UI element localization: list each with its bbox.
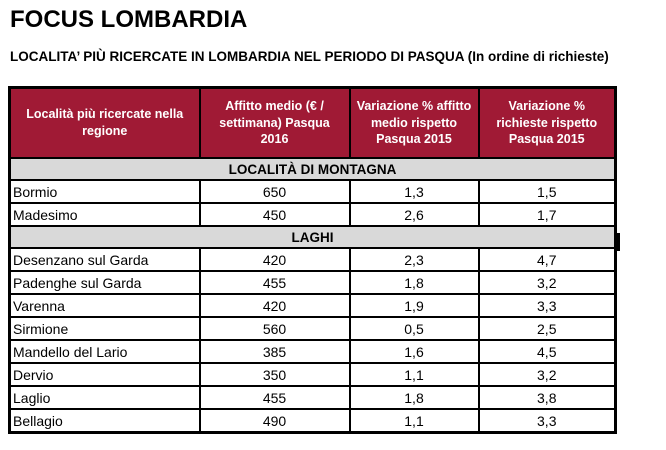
table-row: Mandello del Lario 385 1,6 4,5 [8,339,617,364]
table-row: Bormio 650 1,3 1,5 [8,179,617,204]
rent-change-cell: 1,6 [348,339,480,364]
request-change-cell: 3,2 [477,270,617,295]
rent-cell: 650 [198,179,351,204]
table-row: Padenghe sul Garda 455 1,8 3,2 [8,270,617,295]
request-change-cell: 4,5 [477,339,617,364]
locality-cell: Bormio [8,179,201,204]
section-row-montagna: LOCALITÀ DI MONTAGNA [8,157,617,181]
rent-change-cell: 1,9 [348,293,480,318]
request-change-cell: 2,5 [477,316,617,341]
rent-change-cell: 1,3 [348,179,480,204]
locality-cell: Bellagio [8,408,201,434]
request-change-cell: 3,3 [477,293,617,318]
page-title: FOCUS LOMBARDIA [10,6,248,33]
rent-cell: 455 [198,270,351,295]
locality-cell: Laglio [8,385,201,410]
rent-cell: 420 [198,247,351,272]
request-change-cell: 1,7 [477,202,617,227]
request-change-cell: 3,3 [477,408,617,434]
rent-cell: 350 [198,362,351,387]
header-row: Località più ricercate nella regione Aff… [8,86,617,159]
locality-cell: Sirmione [8,316,201,341]
rent-change-cell: 1,8 [348,270,480,295]
rent-change-cell: 2,3 [348,247,480,272]
locality-cell: Madesimo [8,202,201,227]
rent-change-cell: 1,1 [348,408,480,434]
section-label: LAGHI [8,225,617,249]
rent-cell: 455 [198,385,351,410]
col-header-rent-change: Variazione % affitto medio rispetto Pasq… [348,86,480,159]
locality-cell: Desenzano sul Garda [8,247,201,272]
request-change-cell: 3,8 [477,385,617,410]
section-label: LOCALITÀ DI MONTAGNA [8,157,617,181]
rent-cell: 420 [198,293,351,318]
col-header-request-change: Variazione % richieste rispetto Pasqua 2… [477,86,617,159]
request-change-cell: 3,2 [477,362,617,387]
focus-table: Località più ricercate nella regione Aff… [8,86,617,434]
table-row: Desenzano sul Garda 420 2,3 4,7 [8,247,617,272]
locality-cell: Varenna [8,293,201,318]
col-header-locality: Località più ricercate nella regione [8,86,201,159]
rent-change-cell: 2,6 [348,202,480,227]
table-row: Dervio 350 1,1 3,2 [8,362,617,387]
table-row: Madesimo 450 2,6 1,7 [8,202,617,227]
col-header-rent: Affitto medio (€ / settimana) Pasqua 201… [198,86,351,159]
locality-cell: Mandello del Lario [8,339,201,364]
section-row-laghi: LAGHI [8,225,617,249]
table-row: Laglio 455 1,8 3,8 [8,385,617,410]
table-row: Bellagio 490 1,1 3,3 [8,408,617,434]
page-subtitle: LOCALITA’ PIÙ RICERCATE IN LOMBARDIA NEL… [10,49,609,64]
locality-cell: Dervio [8,362,201,387]
locality-cell: Padenghe sul Garda [8,270,201,295]
rent-change-cell: 0,5 [348,316,480,341]
rent-change-cell: 1,8 [348,385,480,410]
request-change-cell: 1,5 [477,179,617,204]
rent-cell: 490 [198,408,351,434]
request-change-cell: 4,7 [477,247,617,272]
table-row: Sirmione 560 0,5 2,5 [8,316,617,341]
rent-cell: 450 [198,202,351,227]
table-row: Varenna 420 1,9 3,3 [8,293,617,318]
rent-cell: 385 [198,339,351,364]
text-cursor-artifact [616,233,620,251]
rent-change-cell: 1,1 [348,362,480,387]
rent-cell: 560 [198,316,351,341]
